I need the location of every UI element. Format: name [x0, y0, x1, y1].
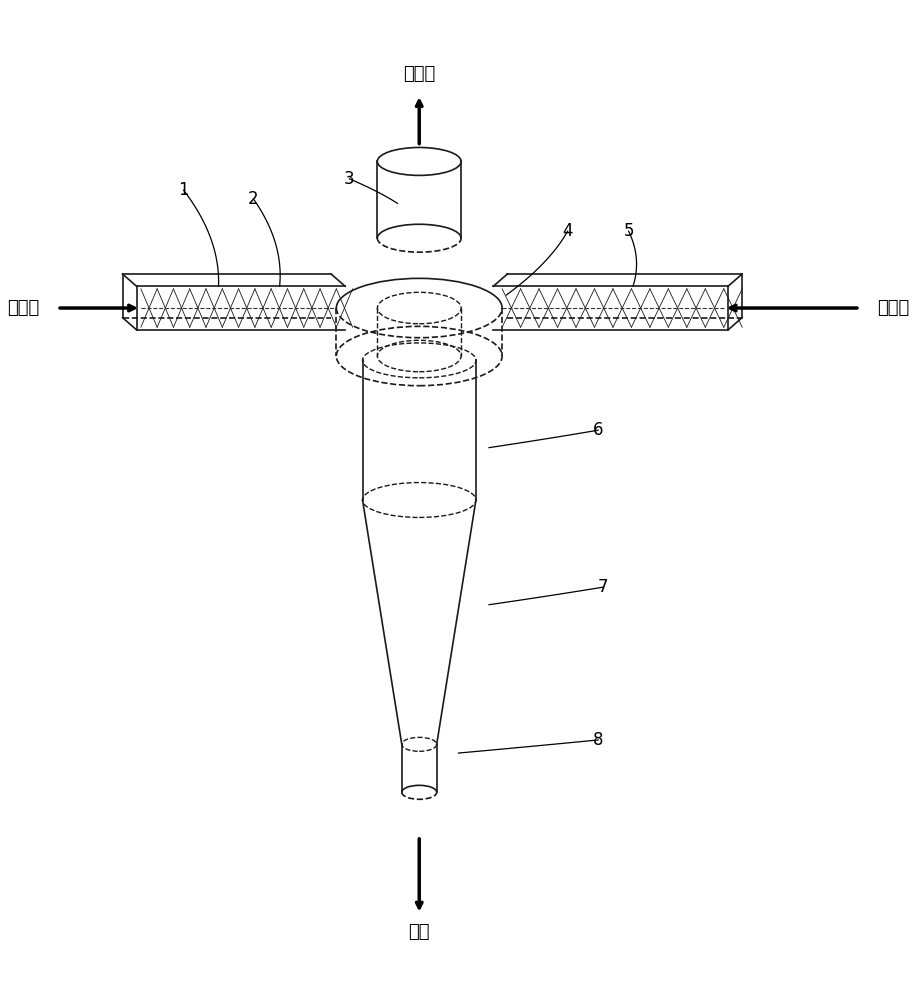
Text: 5: 5 — [624, 222, 634, 240]
Text: 8: 8 — [593, 731, 603, 749]
Text: 1: 1 — [178, 181, 189, 199]
Text: 净化气: 净化气 — [403, 65, 436, 83]
Text: 4: 4 — [562, 222, 573, 240]
Text: 2: 2 — [249, 190, 259, 208]
Text: 6: 6 — [593, 421, 603, 439]
Text: 烟道气: 烟道气 — [7, 299, 39, 317]
Text: 尘粒: 尘粒 — [408, 923, 430, 941]
Text: 7: 7 — [597, 578, 608, 596]
Text: 3: 3 — [344, 170, 355, 188]
Text: 烟道气: 烟道气 — [878, 299, 910, 317]
